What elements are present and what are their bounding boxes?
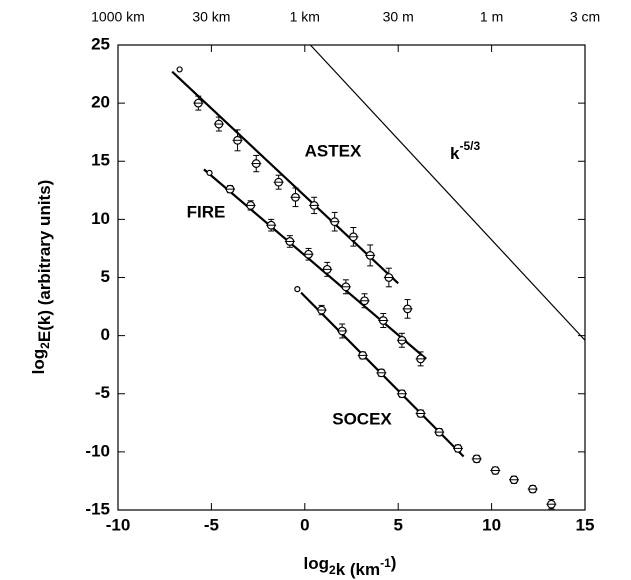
y-tick-label: 0 [101,325,110,344]
top-tick-label: 1000 km [91,9,145,25]
x-tick-label: 0 [300,515,309,534]
y-tick-label: 5 [101,267,110,286]
y-tick-label: 25 [91,34,110,53]
y-tick-label: -10 [85,441,110,460]
data-point [176,66,183,73]
reference-label: k-5/3 [450,139,480,163]
data-point [294,286,301,293]
fit-line [171,70,399,285]
x-axis-label-part: -1 [380,556,391,570]
x-axis-label-part: log [304,554,330,573]
x-tick-label: -5 [204,515,219,534]
x-tick-label: 5 [393,515,402,534]
series-label: FIRE [187,202,226,221]
plot-frame [117,44,586,511]
top-tick-label: 3 cm [570,9,600,25]
reference-label-part: -5/3 [459,139,480,153]
y-tick-label: -5 [95,383,110,402]
y-axis-label-part: 2 [38,342,52,349]
top-tick-label: 1 m [480,9,503,25]
x-tick-label: 10 [482,515,501,534]
x-axis-label: log2k (km-1) [304,553,397,579]
top-tick-label: 30 m [383,9,414,25]
y-axis-label: log2E(k) (arbitrary units) [29,180,54,375]
y-tick-label: 20 [91,93,110,112]
x-tick-label: -10 [106,515,131,534]
series-label: SOCEX [332,409,392,428]
y-tick-label: 15 [91,151,110,170]
y-tick-label: 10 [91,209,110,228]
reference-label-part: k [450,144,460,163]
fit-line [203,168,427,360]
data-point [206,169,213,176]
x-axis-label-part: 2 [329,563,336,577]
y-tick-label: -15 [85,499,110,518]
x-axis-label-part: ) [391,553,397,572]
top-tick-label: 1 km [290,9,320,25]
y-axis-label-part: E(k) (arbitrary units) [35,180,54,342]
y-axis-label-part: log [29,349,48,375]
top-tick-label: 30 km [192,9,230,25]
series-label: ASTEX [305,141,362,160]
x-tick-label: 15 [576,515,595,534]
reference-line [309,44,586,341]
x-axis-label-part: k (km [336,560,380,579]
